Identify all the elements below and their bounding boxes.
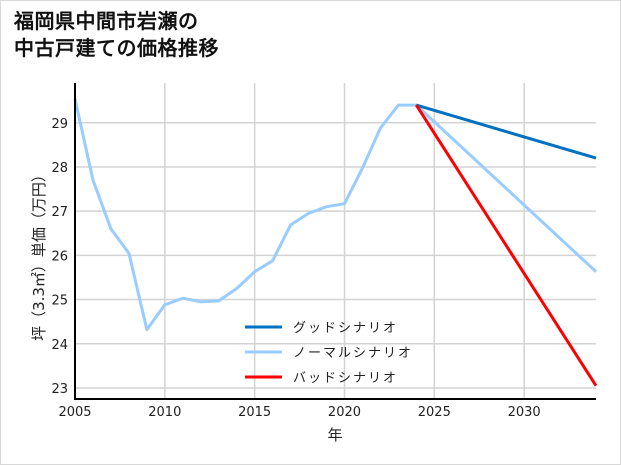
series-line-1 — [73, 98, 598, 332]
x-tick-label: 2005 — [58, 405, 91, 420]
axes — [74, 83, 596, 400]
x-tick-label: 2020 — [328, 405, 361, 420]
chart-title-line-1: 福岡県中間市岩瀬の — [14, 9, 199, 33]
y-tick-label: 23 — [51, 382, 68, 397]
x-tick-label: 2025 — [418, 405, 451, 420]
x-tick-label: 2030 — [508, 405, 541, 420]
series-line-2 — [415, 104, 598, 387]
legend-label: ノーマルシナリオ — [293, 346, 413, 361]
x-tick-label: 2010 — [148, 405, 181, 420]
x-axis-label: 年 — [327, 426, 342, 444]
legend-label: グッドシナリオ — [293, 321, 398, 336]
tick-labels: 2005 2010 2015 2020 2025 2030 23 24 25 26 27 28 29 — [51, 117, 540, 420]
legend-label: バッドシナリオ — [293, 371, 398, 386]
y-tick-label: 29 — [51, 117, 68, 132]
x-tick-label: 2015 — [238, 405, 271, 420]
chart-title: 福岡県中間市岩瀬の 中古戸建ての価格推移 — [14, 8, 219, 62]
chart-title-line-2: 中古戸建ての価格推移 — [14, 36, 219, 60]
series-line-0 — [415, 103, 597, 160]
y-tick-label: 24 — [51, 338, 68, 353]
y-tick-label: 28 — [51, 161, 68, 176]
y-tick-label: 25 — [51, 294, 68, 309]
y-axis-label: 坪（3.3㎡）単価（万円） — [30, 167, 48, 341]
y-tick-label: 26 — [51, 249, 68, 264]
series-lines — [73, 98, 598, 387]
y-tick-label: 27 — [51, 205, 68, 220]
